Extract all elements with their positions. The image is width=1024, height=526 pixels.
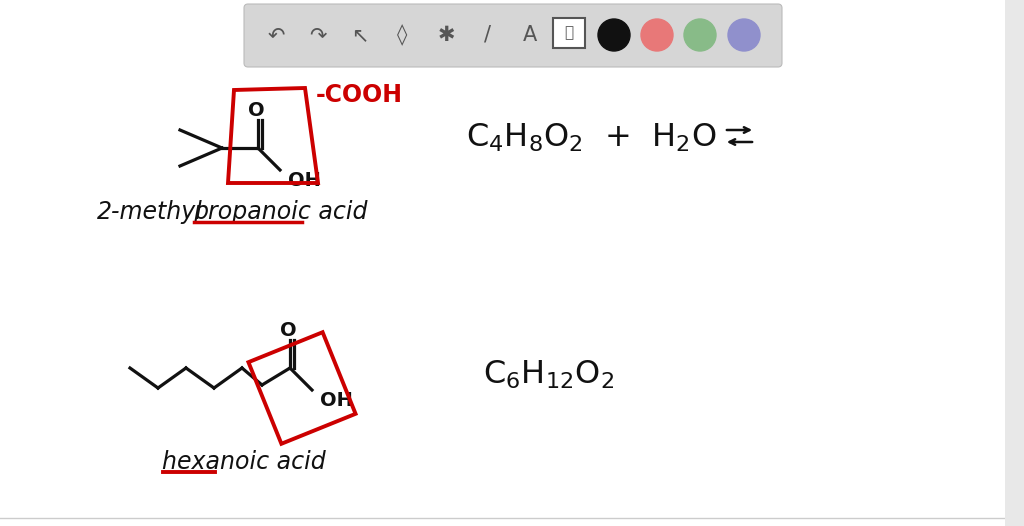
Text: ↷: ↷	[309, 25, 327, 45]
Circle shape	[598, 19, 630, 51]
FancyBboxPatch shape	[244, 4, 782, 67]
Text: A: A	[523, 25, 538, 45]
Text: ↶: ↶	[267, 25, 285, 45]
Circle shape	[641, 19, 673, 51]
Text: O: O	[248, 100, 264, 119]
Text: $\mathregular{C_6H_{12}O_2}$: $\mathregular{C_6H_{12}O_2}$	[483, 359, 614, 391]
Text: ◊: ◊	[397, 24, 408, 46]
Text: /: /	[484, 25, 492, 45]
Circle shape	[728, 19, 760, 51]
FancyBboxPatch shape	[1005, 0, 1024, 526]
Text: ⛰: ⛰	[564, 25, 573, 41]
Text: ✱: ✱	[437, 25, 455, 45]
Text: 2-methyl: 2-methyl	[97, 200, 203, 224]
Text: ↖: ↖	[351, 25, 369, 45]
Text: -COOH: -COOH	[316, 83, 403, 107]
Text: hexanoic acid: hexanoic acid	[162, 450, 326, 474]
Text: propanoic acid: propanoic acid	[193, 200, 368, 224]
Text: $\mathregular{C_4H_8O_2}$  +  $\mathregular{H_2O}$: $\mathregular{C_4H_8O_2}$ + $\mathregula…	[466, 122, 717, 154]
Text: OH: OH	[319, 390, 353, 410]
Text: O: O	[280, 320, 296, 339]
Circle shape	[684, 19, 716, 51]
FancyBboxPatch shape	[553, 18, 585, 48]
Text: OH: OH	[288, 170, 321, 189]
